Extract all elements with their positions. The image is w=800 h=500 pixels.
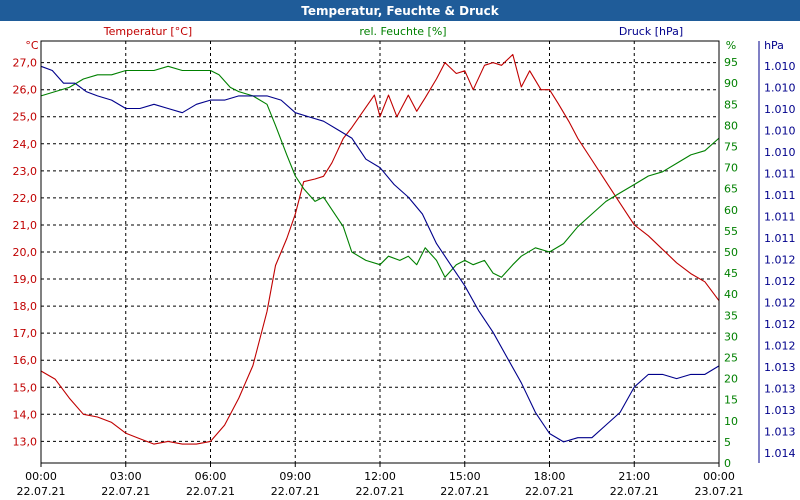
humidity-tick-label: 35 [724, 309, 738, 322]
pressure-tick-label: 1.012 [764, 254, 796, 267]
temperature-tick-label: 14,0 [13, 408, 38, 421]
humidity-tick-label: 25 [724, 352, 738, 365]
pressure-tick-label: 1.014 [764, 447, 796, 460]
pressure-tick-label: 1.013 [764, 383, 796, 396]
temperature-axis-label: Temperatur [°C] [103, 25, 192, 38]
x-tick-time-label: 03:00 [110, 470, 142, 483]
humidity-tick-label: 15 [724, 394, 738, 407]
humidity-tick-label: 0 [724, 457, 731, 470]
humidity-tick-label: 5 [724, 436, 731, 449]
pressure-tick-label: 1.011 [764, 232, 796, 245]
pressure-axis-label: Druck [hPa] [619, 25, 683, 38]
pressure-tick-label: 1.010 [764, 82, 796, 95]
x-tick-date-label: 22.07.21 [17, 485, 66, 498]
x-tick-time-label: 12:00 [364, 470, 396, 483]
pressure-tick-label: 1.012 [764, 318, 796, 331]
pressure-tick-label: 1.010 [764, 60, 796, 73]
x-tick-date-label: 22.07.21 [101, 485, 150, 498]
temperature-tick-label: 25,0 [13, 111, 38, 124]
x-tick-time-label: 00:00 [25, 470, 57, 483]
x-tick-date-label: 22.07.21 [525, 485, 574, 498]
pressure-tick-label: 1.010 [764, 125, 796, 138]
pressure-tick-label: 1.011 [764, 189, 796, 202]
humidity-tick-label: 65 [724, 183, 738, 196]
humidity-tick-label: 70 [724, 162, 738, 175]
humidity-tick-label: 90 [724, 77, 738, 90]
chart-svg: Temperatur, Feuchte & Druck Temperatur [°… [0, 0, 800, 500]
x-tick-time-label: 18:00 [534, 470, 566, 483]
humidity-tick-label: 50 [724, 246, 738, 259]
x-tick-date-label: 22.07.21 [271, 485, 320, 498]
pressure-tick-label: 1.013 [764, 426, 796, 439]
x-tick-date-label: 23.07.21 [695, 485, 744, 498]
pressure-unit-label: hPa [764, 39, 784, 52]
humidity-tick-label: 20 [724, 373, 738, 386]
pressure-tick-label: 1.012 [764, 275, 796, 288]
humidity-unit-label: % [726, 39, 736, 52]
pressure-tick-label: 1.011 [764, 211, 796, 224]
x-tick-date-label: 22.07.21 [440, 485, 489, 498]
temperature-tick-label: 24,0 [13, 138, 38, 151]
temperature-tick-label: 20,0 [13, 246, 38, 259]
x-tick-date-label: 22.07.21 [610, 485, 659, 498]
humidity-axis-label: rel. Feuchte [%] [359, 25, 446, 38]
x-tick-time-label: 21:00 [618, 470, 650, 483]
temperature-tick-label: 17,0 [13, 327, 38, 340]
pressure-tick-label: 1.013 [764, 361, 796, 374]
temperature-tick-label: 18,0 [13, 300, 38, 313]
temperature-tick-label: 27,0 [13, 57, 38, 70]
humidity-tick-label: 75 [724, 141, 738, 154]
humidity-tick-label: 80 [724, 119, 738, 132]
text-layer: Temperatur, Feuchte & Druck Temperatur [°… [13, 4, 796, 498]
temperature-tick-label: 22,0 [13, 192, 38, 205]
temperature-tick-label: 15,0 [13, 381, 38, 394]
humidity-tick-label: 60 [724, 204, 738, 217]
pressure-tick-label: 1.010 [764, 146, 796, 159]
humidity-tick-label: 95 [724, 56, 738, 69]
humidity-tick-label: 10 [724, 415, 738, 428]
temperature-tick-label: 13,0 [13, 435, 38, 448]
x-tick-time-label: 15:00 [449, 470, 481, 483]
temperature-tick-label: 23,0 [13, 165, 38, 178]
temperature-tick-label: 26,0 [13, 84, 38, 97]
x-tick-time-label: 06:00 [195, 470, 227, 483]
pressure-tick-label: 1.013 [764, 404, 796, 417]
pressure-tick-label: 1.010 [764, 103, 796, 116]
temperature-tick-label: 16,0 [13, 354, 38, 367]
chart-container: Temperatur, Feuchte & Druck Temperatur [°… [0, 0, 800, 500]
pressure-tick-label: 1.011 [764, 168, 796, 181]
temperature-tick-label: 19,0 [13, 273, 38, 286]
grid-layer [41, 41, 719, 463]
humidity-tick-label: 85 [724, 98, 738, 111]
humidity-tick-label: 40 [724, 288, 738, 301]
pressure-tick-label: 1.012 [764, 297, 796, 310]
frame-layer [41, 41, 759, 467]
humidity-tick-label: 55 [724, 225, 738, 238]
x-tick-time-label: 09:00 [279, 470, 311, 483]
temperature-unit-label: °C [25, 39, 39, 52]
humidity-tick-label: 45 [724, 267, 738, 280]
pressure-tick-label: 1.012 [764, 340, 796, 353]
x-tick-time-label: 00:00 [703, 470, 735, 483]
chart-title: Temperatur, Feuchte & Druck [301, 4, 499, 18]
humidity-tick-label: 30 [724, 330, 738, 343]
temperature-tick-label: 21,0 [13, 219, 38, 232]
x-tick-date-label: 22.07.21 [186, 485, 235, 498]
x-tick-date-label: 22.07.21 [356, 485, 405, 498]
